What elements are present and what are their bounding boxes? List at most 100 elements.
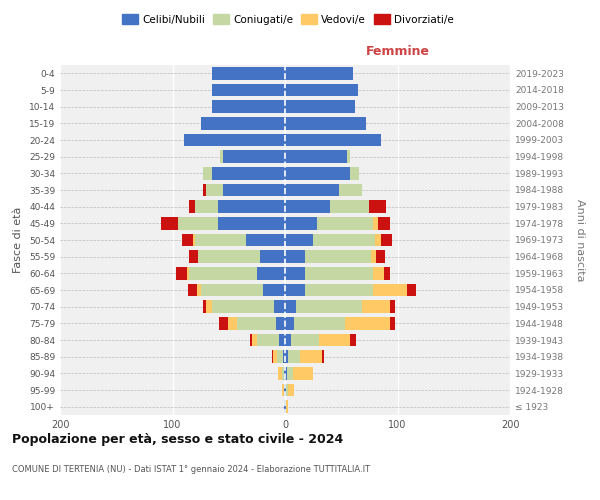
Bar xyxy=(285,150,347,163)
Bar xyxy=(375,234,380,246)
Bar xyxy=(278,367,281,380)
Bar xyxy=(285,334,290,346)
Bar xyxy=(322,350,325,363)
Bar xyxy=(283,350,285,363)
Bar xyxy=(161,217,178,230)
Bar xyxy=(257,267,285,280)
Bar xyxy=(188,284,197,296)
Bar xyxy=(371,250,376,263)
Bar xyxy=(182,234,193,246)
Bar xyxy=(330,200,370,213)
Bar xyxy=(285,200,330,213)
Bar xyxy=(376,250,385,263)
Bar xyxy=(407,284,415,296)
Bar xyxy=(218,200,285,213)
Bar xyxy=(227,317,236,330)
Bar xyxy=(212,167,285,179)
Bar xyxy=(373,267,384,280)
Text: Popolazione per età, sesso e stato civile - 2024: Popolazione per età, sesso e stato civil… xyxy=(12,432,343,446)
Bar xyxy=(373,284,407,296)
Bar xyxy=(250,334,253,346)
Bar xyxy=(200,284,263,296)
Bar xyxy=(305,267,373,280)
Bar xyxy=(223,184,285,196)
Bar xyxy=(195,200,218,213)
Bar xyxy=(203,300,206,313)
Bar xyxy=(195,234,245,246)
Bar xyxy=(379,217,389,230)
Bar xyxy=(305,284,373,296)
Bar xyxy=(285,167,350,179)
Bar xyxy=(317,217,373,230)
Bar xyxy=(178,217,218,230)
Bar xyxy=(373,217,379,230)
Bar xyxy=(271,350,272,363)
Bar xyxy=(286,400,289,413)
Bar xyxy=(285,217,317,230)
Bar xyxy=(276,317,285,330)
Bar xyxy=(285,100,355,113)
Bar xyxy=(200,117,285,130)
Bar xyxy=(313,234,375,246)
Bar xyxy=(280,334,285,346)
Bar xyxy=(223,150,285,163)
Legend: Celibi/Nubili, Coniugati/e, Vedovi/e, Divorziati/e: Celibi/Nubili, Coniugati/e, Vedovi/e, Di… xyxy=(118,10,458,29)
Bar xyxy=(293,367,313,380)
Bar xyxy=(253,334,257,346)
Bar xyxy=(299,350,322,363)
Bar xyxy=(289,350,299,363)
Text: COMUNE DI TERTENIA (NU) - Dati ISTAT 1° gennaio 2024 - Elaborazione TUTTITALIA.I: COMUNE DI TERTENIA (NU) - Dati ISTAT 1° … xyxy=(12,466,370,474)
Bar xyxy=(272,350,277,363)
Bar xyxy=(236,317,276,330)
Bar xyxy=(187,267,190,280)
Bar xyxy=(199,250,260,263)
Bar xyxy=(319,334,350,346)
Text: Femmine: Femmine xyxy=(365,45,430,58)
Bar xyxy=(285,317,294,330)
Bar xyxy=(190,250,199,263)
Bar xyxy=(218,217,285,230)
Bar xyxy=(296,300,361,313)
Bar xyxy=(380,234,392,246)
Bar xyxy=(285,384,286,396)
Bar xyxy=(212,84,285,96)
Bar xyxy=(197,284,200,296)
Bar xyxy=(281,384,284,396)
Bar xyxy=(285,367,287,380)
Bar xyxy=(184,134,285,146)
Bar xyxy=(245,234,285,246)
Bar xyxy=(263,284,285,296)
Bar xyxy=(290,334,319,346)
Bar xyxy=(203,167,212,179)
Bar xyxy=(274,300,285,313)
Bar xyxy=(350,167,359,179)
Bar xyxy=(285,134,380,146)
Bar xyxy=(339,184,361,196)
Bar xyxy=(294,317,344,330)
Bar xyxy=(344,317,389,330)
Bar xyxy=(176,267,187,280)
Bar xyxy=(212,67,285,80)
Bar xyxy=(305,250,371,263)
Bar xyxy=(284,384,285,396)
Bar xyxy=(206,184,223,196)
Bar xyxy=(347,150,350,163)
Bar xyxy=(284,400,285,413)
Bar xyxy=(361,300,389,313)
Bar xyxy=(384,267,389,280)
Bar xyxy=(218,317,227,330)
Bar xyxy=(220,150,223,163)
Bar xyxy=(206,300,212,313)
Bar xyxy=(285,117,366,130)
Bar xyxy=(190,267,257,280)
Bar xyxy=(193,234,195,246)
Bar xyxy=(289,384,294,396)
Bar xyxy=(285,234,313,246)
Bar xyxy=(284,367,285,380)
Bar xyxy=(212,100,285,113)
Y-axis label: Fasce di età: Fasce di età xyxy=(13,207,23,273)
Bar xyxy=(203,184,206,196)
Bar xyxy=(285,350,289,363)
Bar xyxy=(285,267,305,280)
Bar xyxy=(281,367,284,380)
